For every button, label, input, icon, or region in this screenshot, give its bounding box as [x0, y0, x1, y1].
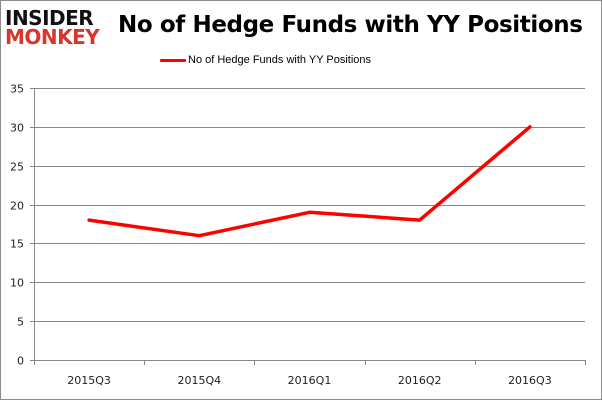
y-tick-label: 15 [10, 238, 24, 251]
chart-legend: No of Hedge Funds with YY Positions [160, 54, 371, 66]
legend-line-swatch [160, 58, 186, 62]
chart-title: No of Hedge Funds with YY Positions [118, 12, 583, 38]
y-tick-label: 35 [10, 83, 24, 96]
y-tick-label: 10 [10, 277, 24, 290]
y-tick-label: 0 [17, 355, 24, 368]
legend-label: No of Hedge Funds with YY Positions [188, 54, 372, 66]
x-tick-label: 2016Q2 [398, 374, 442, 387]
y-tick-label: 30 [10, 122, 24, 135]
y-tick-label: 20 [10, 200, 24, 213]
y-tick-label: 5 [17, 316, 24, 329]
insider-monkey-logo: INSIDER MONKEY [5, 8, 105, 47]
logo-line-1: INSIDER [5, 6, 94, 30]
series-line [87, 125, 532, 238]
x-tick-label: 2015Q3 [67, 374, 111, 387]
x-tick-label: 2015Q4 [177, 374, 221, 387]
x-tick-label: 2016Q3 [508, 374, 552, 387]
x-tick-label: 2016Q1 [288, 374, 332, 387]
y-tick-label: 25 [10, 161, 24, 174]
logo-line-2: MONKEY [5, 25, 100, 49]
